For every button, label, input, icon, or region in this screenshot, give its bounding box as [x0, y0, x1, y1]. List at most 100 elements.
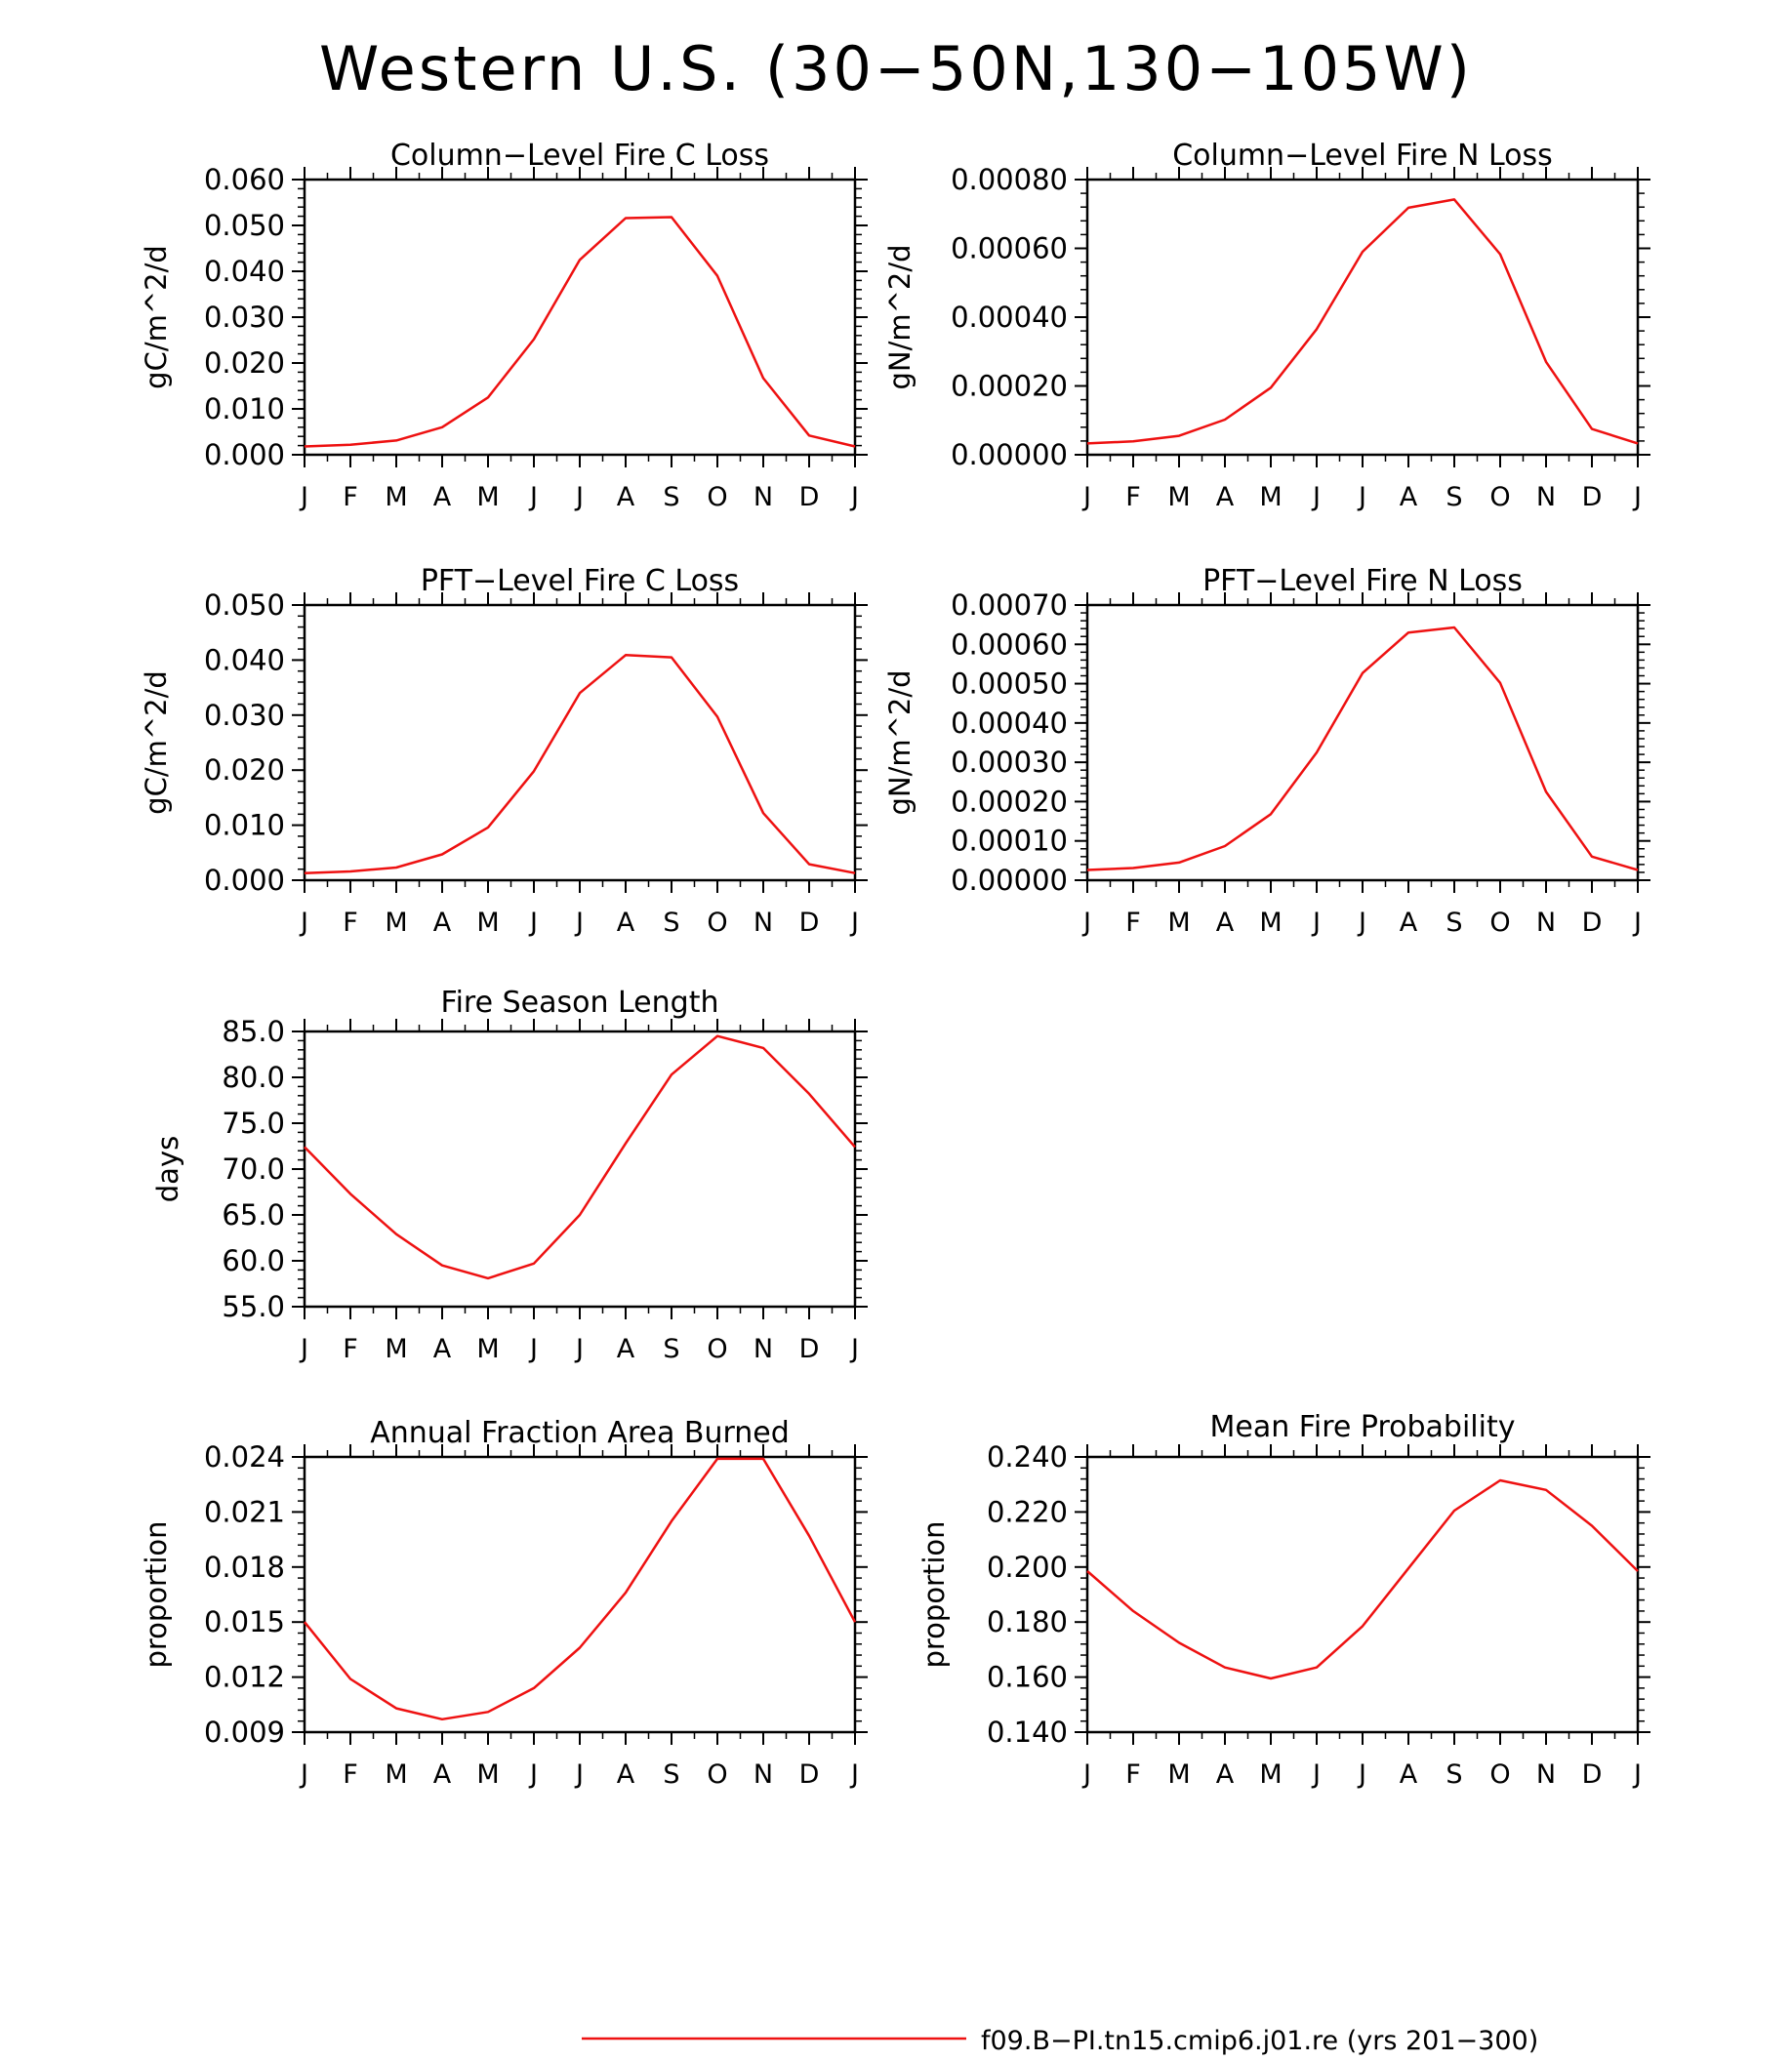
y-tick-label: 0.020 [204, 346, 285, 380]
plot-frame [303, 178, 857, 457]
x-tick-label: F [1125, 908, 1141, 938]
y-tick-label: 55.0 [222, 1290, 285, 1323]
y-tick-label: 0.000 [204, 864, 285, 897]
x-tick-label: M [1259, 482, 1282, 512]
x-tick-label: M [1167, 482, 1190, 512]
y-tick-label: 0.160 [987, 1661, 1068, 1694]
y-tick-label: 0.00060 [951, 232, 1068, 265]
y-tick-label: 0.00020 [951, 370, 1068, 403]
y-tick-label: 85.0 [222, 1015, 285, 1048]
y-axis-label: gN/m^2/d [883, 669, 916, 815]
chart-title: Mean Fire Probability [1210, 1410, 1516, 1444]
x-tick-label: M [1167, 908, 1190, 938]
y-tick-label: 0.180 [987, 1605, 1068, 1638]
x-tick-label: M [385, 1334, 407, 1364]
x-tick-label: J [528, 1759, 538, 1790]
y-tick-label: 0.240 [987, 1440, 1068, 1474]
legend: f09.B−PI.tn15.cmip6.j01.re (yrs 201−300) [582, 2026, 1538, 2056]
y-tick-label: 0.00040 [951, 707, 1068, 740]
x-tick-label: A [433, 1334, 452, 1364]
x-tick-label: J [1632, 482, 1642, 512]
x-tick-label: A [1400, 482, 1418, 512]
y-tick-label: 60.0 [222, 1244, 285, 1277]
y-tick-label: 0.010 [204, 392, 285, 425]
y-axis-label: proportion [140, 1520, 173, 1668]
x-tick-label: S [663, 482, 679, 512]
y-tick-label: 75.0 [222, 1107, 285, 1140]
x-tick-label: O [707, 908, 727, 938]
x-tick-label: S [663, 1334, 679, 1364]
x-tick-label: F [1125, 1759, 1141, 1790]
x-tick-label: S [1446, 908, 1462, 938]
y-tick-label: 0.020 [204, 753, 285, 787]
series-line [304, 654, 856, 874]
y-tick-label: 0.030 [204, 699, 285, 732]
x-tick-label: J [1357, 1759, 1366, 1790]
x-tick-label: J [849, 1334, 859, 1364]
x-tick-label: J [299, 1759, 308, 1790]
y-tick-label: 0.00010 [951, 825, 1068, 858]
y-tick-label: 0.00020 [951, 785, 1068, 818]
y-tick-label: 0.040 [204, 255, 285, 288]
x-tick-label: A [1216, 1759, 1235, 1790]
x-tick-label: A [617, 1334, 635, 1364]
panel-fire-season-length: J F M A M J J A S O N D J55.060.065.070.075.080.085.… [151, 986, 868, 1364]
x-tick-label: D [1582, 1759, 1603, 1790]
x-tick-label: O [707, 1759, 727, 1790]
x-tick-label: J [299, 1334, 308, 1364]
series-line [1086, 198, 1639, 445]
x-tick-label: D [799, 908, 820, 938]
x-tick-label: J [1357, 482, 1366, 512]
x-tick-label: J [574, 1334, 584, 1364]
x-tick-label: S [1446, 482, 1462, 512]
chart-title: Column−Level Fire N Loss [1172, 139, 1553, 173]
panel-mean-fire-probability: J F M A M J J A S O N D J0.1400.1600.1800.2000.2200.… [917, 1410, 1650, 1790]
x-tick-label: M [476, 1334, 499, 1364]
y-tick-label: 0.018 [204, 1551, 285, 1584]
x-tick-label: J [1081, 482, 1091, 512]
x-tick-label: J [1311, 908, 1321, 938]
y-tick-label: 0.024 [204, 1440, 285, 1474]
y-axis-label: days [151, 1136, 184, 1202]
x-tick-label: D [1582, 908, 1603, 938]
y-tick-label: 0.015 [204, 1605, 285, 1638]
x-tick-label: J [849, 482, 859, 512]
y-tick-label: 0.00080 [951, 163, 1068, 196]
x-tick-label: D [1582, 482, 1603, 512]
series-line [304, 216, 856, 448]
x-tick-label: A [433, 482, 452, 512]
x-tick-label: J [1311, 1759, 1321, 1790]
x-tick-label: O [1489, 482, 1510, 512]
plot-frame [303, 1455, 857, 1734]
y-tick-label: 65.0 [222, 1198, 285, 1232]
x-tick-label: F [343, 1759, 358, 1790]
x-tick-label: M [1259, 1759, 1282, 1790]
y-tick-label: 70.0 [222, 1152, 285, 1186]
x-tick-label: N [753, 908, 773, 938]
y-axis-label: proportion [917, 1520, 951, 1668]
x-tick-label: D [799, 1334, 820, 1364]
y-tick-label: 0.00030 [951, 746, 1068, 779]
x-tick-label: M [476, 1759, 499, 1790]
x-tick-label: J [299, 482, 308, 512]
x-tick-label: A [1216, 908, 1235, 938]
x-tick-label: J [849, 908, 859, 938]
x-tick-label: O [1489, 1759, 1510, 1790]
x-tick-label: F [343, 1334, 358, 1364]
x-tick-label: N [753, 1759, 773, 1790]
x-tick-label: J [1632, 908, 1642, 938]
x-tick-label: O [707, 1334, 727, 1364]
plot-frame [303, 603, 857, 882]
y-tick-label: 0.050 [204, 588, 285, 622]
x-tick-label: J [299, 908, 308, 938]
series-line [1086, 626, 1639, 871]
x-tick-label: M [476, 482, 499, 512]
x-tick-label: A [617, 908, 635, 938]
x-tick-label: J [574, 908, 584, 938]
x-tick-label: N [753, 1334, 773, 1364]
x-tick-label: J [1632, 1759, 1642, 1790]
x-tick-label: J [528, 908, 538, 938]
x-tick-label: A [433, 908, 452, 938]
x-tick-label: N [1536, 908, 1556, 938]
